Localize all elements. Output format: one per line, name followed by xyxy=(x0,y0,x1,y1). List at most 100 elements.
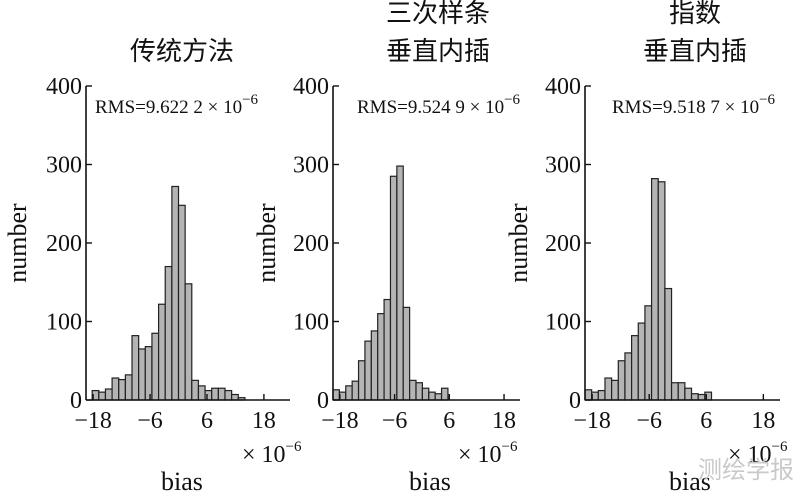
rms-exponent: −6 xyxy=(759,92,775,108)
histogram-bar xyxy=(357,360,366,401)
histogram-bar xyxy=(584,389,593,401)
histogram-bar xyxy=(118,378,126,401)
histogram-bar xyxy=(428,391,436,401)
histogram-bar xyxy=(177,204,186,401)
histogram-bar xyxy=(197,385,206,401)
y-tick-label: 400 xyxy=(46,74,82,100)
histogram-bar xyxy=(664,287,673,401)
histogram-bar xyxy=(211,387,219,401)
histogram-bar xyxy=(138,348,146,401)
histogram-bar xyxy=(204,389,213,401)
x-scale-exponent: −6 xyxy=(502,439,518,455)
y-tick-label: 300 xyxy=(545,153,581,179)
histogram-bar xyxy=(657,181,666,401)
chart-title: 垂直内插 xyxy=(386,37,490,67)
x-scale-factor: × 10−6 xyxy=(242,439,302,468)
y-tick-label: 200 xyxy=(293,231,329,257)
x-tick-label: 18 xyxy=(252,408,276,434)
y-tick-label: 0 xyxy=(569,388,581,414)
y-tick-label: 100 xyxy=(545,310,581,336)
x-axis-label: bias xyxy=(409,467,451,496)
histogram-bar xyxy=(624,352,633,401)
histogram-bar xyxy=(184,283,193,401)
x-axis-label: bias xyxy=(161,467,203,496)
histogram-bar xyxy=(697,393,706,401)
y-tick-label: 0 xyxy=(70,388,82,414)
y-tick-label: 200 xyxy=(545,231,581,257)
watermark: 测绘学报 xyxy=(698,456,794,484)
histogram-bar xyxy=(409,379,417,401)
y-axis-label: number xyxy=(3,203,32,283)
histogram-bar xyxy=(440,387,449,401)
histogram-bar xyxy=(364,340,372,401)
x-axis-label: bias xyxy=(669,467,711,496)
histogram-bar xyxy=(124,374,133,401)
histogram-bar xyxy=(611,379,619,401)
y-tick-label: 300 xyxy=(293,153,329,179)
histogram-bar xyxy=(434,393,443,401)
chart-title: 指数 xyxy=(669,0,721,29)
chart-title: 三次样条 xyxy=(386,0,490,29)
x-tick-label: −6 xyxy=(382,408,408,434)
histogram-bar xyxy=(377,313,385,401)
x-tick-label: −18 xyxy=(321,408,359,434)
x-scale-exponent: −6 xyxy=(772,439,788,455)
rms-annotation: RMS=9.518 7 × 10−6 xyxy=(612,92,776,118)
y-tick-label: 100 xyxy=(293,310,329,336)
chart-title: 传统方法 xyxy=(130,37,234,67)
rms-exponent: −6 xyxy=(242,92,258,108)
histogram-bar xyxy=(637,322,646,401)
histogram-bar xyxy=(144,346,153,401)
chart-title: 垂直内插 xyxy=(643,37,747,67)
histogram-bar xyxy=(157,303,166,401)
histogram-bar xyxy=(111,377,120,401)
histogram-bar xyxy=(131,335,140,401)
y-tick-label: 100 xyxy=(46,310,82,336)
histogram-bar xyxy=(650,178,659,401)
y-tick-label: 400 xyxy=(545,74,581,100)
histogram-bar xyxy=(98,391,107,401)
x-scale-exponent: −6 xyxy=(286,439,302,455)
histogram-bar xyxy=(389,175,398,401)
x-tick-label: 6 xyxy=(201,408,213,434)
x-tick-label: −18 xyxy=(573,408,611,434)
histogram-bar xyxy=(677,382,686,401)
histogram-bar xyxy=(104,388,113,401)
histogram-bar xyxy=(164,265,173,401)
histogram-bar xyxy=(644,305,653,401)
x-scale-factor: × 10−6 xyxy=(458,439,518,468)
x-tick-label: −6 xyxy=(137,408,163,434)
histogram-bar xyxy=(217,387,226,401)
x-tick-label: 6 xyxy=(443,408,455,434)
x-tick-label: 6 xyxy=(700,408,712,434)
histogram-bar xyxy=(670,382,679,401)
y-axis-label: number xyxy=(504,203,533,283)
histogram-bar xyxy=(415,382,423,401)
histogram-bar xyxy=(396,165,404,401)
x-tick-label: 18 xyxy=(492,408,516,434)
histogram-bar xyxy=(690,393,699,401)
histogram-bar xyxy=(402,306,411,401)
histogram-bar xyxy=(231,393,239,401)
histogram-bar xyxy=(224,389,233,401)
histogram-bar xyxy=(604,377,613,401)
histogram-bar xyxy=(191,379,200,401)
y-tick-label: 300 xyxy=(46,153,82,179)
y-tick-label: 400 xyxy=(293,74,329,100)
rms-annotation: RMS=9.622 2 × 10−6 xyxy=(95,92,259,118)
histogram-bar xyxy=(631,335,639,401)
histogram-bar xyxy=(370,330,379,401)
histogram-bar xyxy=(383,298,392,401)
histogram-bar xyxy=(617,360,626,401)
histogram-bar xyxy=(684,387,693,401)
x-tick-label: 18 xyxy=(751,408,775,434)
histogram-bar xyxy=(351,380,360,401)
histogram-bar xyxy=(421,387,430,401)
histogram-bar xyxy=(151,332,160,401)
x-tick-label: −18 xyxy=(74,408,112,434)
histogram-bar xyxy=(171,185,180,401)
rms-annotation: RMS=9.524 9 × 10−6 xyxy=(357,92,521,118)
